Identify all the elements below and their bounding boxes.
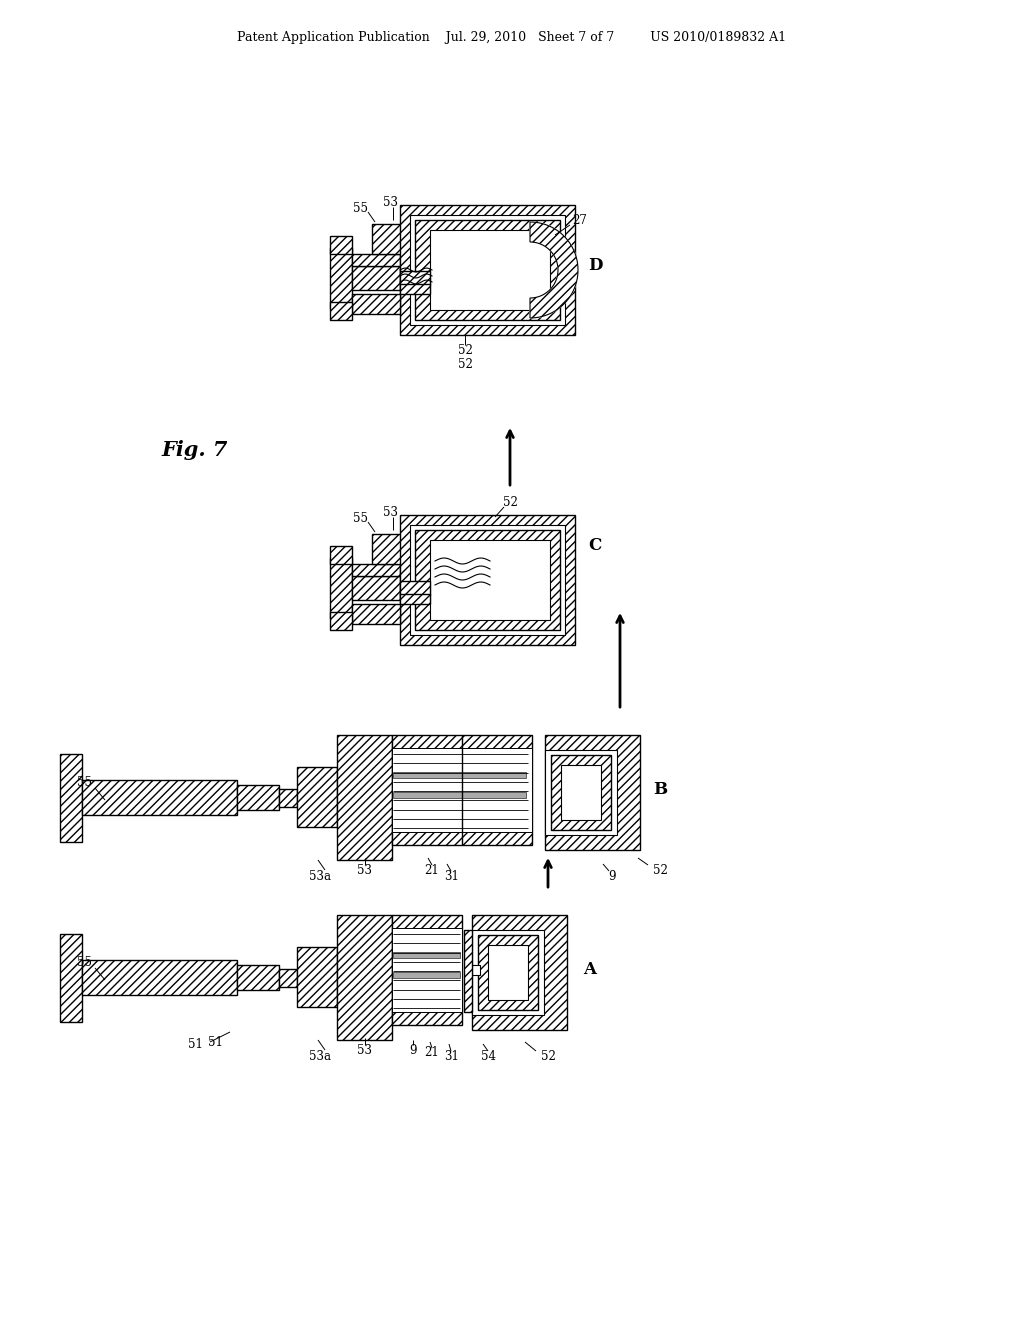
Polygon shape xyxy=(530,222,578,318)
Text: 21: 21 xyxy=(425,1047,439,1060)
Bar xyxy=(392,735,532,845)
Bar xyxy=(279,789,297,807)
Text: 51: 51 xyxy=(208,1035,222,1048)
Text: 52: 52 xyxy=(458,359,472,371)
Bar xyxy=(330,612,352,630)
Bar xyxy=(297,767,337,828)
Text: 54: 54 xyxy=(480,1049,496,1063)
Bar xyxy=(392,915,462,1026)
Bar xyxy=(392,748,532,832)
Bar xyxy=(393,772,526,777)
Bar xyxy=(551,755,611,830)
Bar xyxy=(400,284,430,294)
Bar xyxy=(430,230,550,310)
Bar xyxy=(352,605,400,624)
Bar xyxy=(297,946,337,1007)
Text: 52: 52 xyxy=(652,863,668,876)
Bar xyxy=(330,236,352,253)
Text: 53a: 53a xyxy=(309,1049,331,1063)
Bar xyxy=(430,540,550,620)
Text: 52: 52 xyxy=(458,343,472,356)
Bar xyxy=(478,935,538,1010)
Text: 21: 21 xyxy=(425,863,439,876)
Bar xyxy=(472,931,544,1015)
Bar xyxy=(393,972,460,978)
Bar xyxy=(400,205,575,335)
Bar xyxy=(415,531,560,630)
Text: C: C xyxy=(589,536,602,553)
Bar xyxy=(352,564,400,576)
Text: 53: 53 xyxy=(357,863,373,876)
Text: 55: 55 xyxy=(352,511,368,524)
Text: 53a: 53a xyxy=(309,870,331,883)
Bar xyxy=(410,215,565,325)
Bar xyxy=(545,750,617,836)
Text: 55: 55 xyxy=(78,956,92,969)
Bar xyxy=(472,915,567,1030)
Bar xyxy=(400,581,430,595)
Text: 55: 55 xyxy=(78,776,92,788)
Text: 53: 53 xyxy=(357,1044,373,1056)
Bar xyxy=(410,525,565,635)
Bar xyxy=(488,945,528,1001)
Text: 9: 9 xyxy=(608,870,615,883)
Text: 52: 52 xyxy=(503,495,517,508)
Bar xyxy=(330,546,352,564)
Text: 9: 9 xyxy=(410,1044,417,1056)
Bar xyxy=(352,253,400,267)
Bar xyxy=(337,735,392,861)
Bar xyxy=(415,220,560,319)
Bar xyxy=(393,952,460,958)
Text: A: A xyxy=(584,961,597,978)
Bar xyxy=(400,271,430,285)
Bar xyxy=(60,935,82,1022)
Bar xyxy=(545,735,640,850)
Text: B: B xyxy=(653,781,667,799)
Bar xyxy=(472,965,480,975)
Bar xyxy=(279,969,297,987)
Bar xyxy=(60,754,82,842)
Bar xyxy=(400,594,430,605)
Text: 31: 31 xyxy=(444,870,460,883)
Bar xyxy=(561,766,601,820)
Bar xyxy=(372,535,408,564)
Bar xyxy=(337,915,392,1040)
Bar xyxy=(352,576,400,601)
Polygon shape xyxy=(530,222,578,318)
Bar xyxy=(237,965,279,990)
Text: 27: 27 xyxy=(572,214,588,227)
Text: 53: 53 xyxy=(383,506,397,519)
Text: D: D xyxy=(588,256,602,273)
Text: Fig. 7: Fig. 7 xyxy=(162,440,228,459)
Bar xyxy=(392,928,462,1012)
Bar xyxy=(82,780,237,814)
Text: 51: 51 xyxy=(187,1038,203,1051)
Bar xyxy=(352,267,400,290)
Bar xyxy=(372,224,408,253)
Bar xyxy=(393,792,526,799)
Text: Patent Application Publication    Jul. 29, 2010   Sheet 7 of 7         US 2010/0: Patent Application Publication Jul. 29, … xyxy=(238,30,786,44)
Bar xyxy=(330,248,352,308)
Bar xyxy=(237,785,279,810)
Bar xyxy=(464,931,472,1012)
Bar xyxy=(330,558,352,618)
Bar xyxy=(352,294,400,314)
Bar xyxy=(82,960,237,995)
Text: 53: 53 xyxy=(383,195,397,209)
Text: 55: 55 xyxy=(352,202,368,214)
Text: 31: 31 xyxy=(444,1049,460,1063)
Bar xyxy=(330,302,352,319)
Text: 52: 52 xyxy=(541,1049,555,1063)
Bar xyxy=(400,515,575,645)
